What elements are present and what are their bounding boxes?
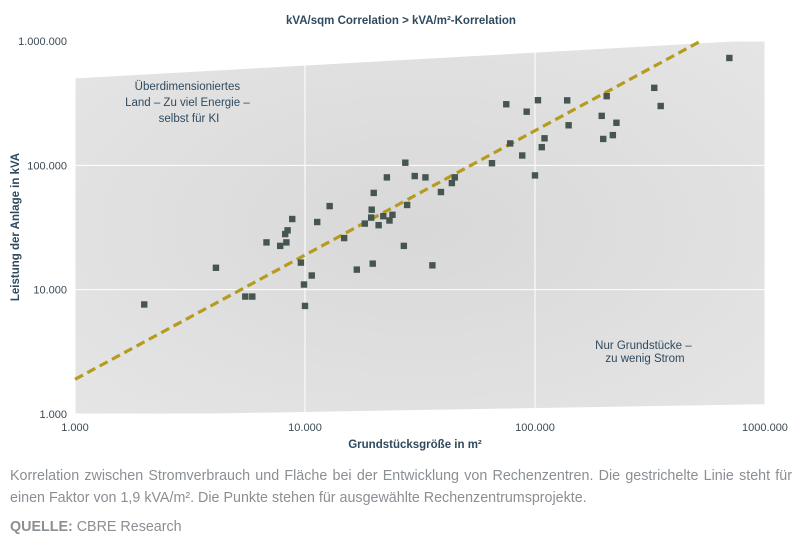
y-axis-ticks: 1.000 10.000 100.000 1.000.000 xyxy=(18,36,67,421)
data-point xyxy=(249,293,256,300)
data-point xyxy=(503,101,510,108)
data-point xyxy=(301,302,309,310)
data-point xyxy=(340,234,348,242)
scatter-chart: kVA/sqm Correlation > kVA/m²-Korrelation… xyxy=(10,15,788,451)
data-point xyxy=(411,172,418,180)
data-point xyxy=(519,152,526,159)
data-point xyxy=(531,172,539,179)
chart-title: kVA/sqm Correlation > kVA/m²-Korrelation xyxy=(286,15,516,27)
y-tick-label: 1.000.000 xyxy=(18,36,67,48)
data-point xyxy=(368,206,375,213)
data-point xyxy=(429,262,436,269)
x-axis-label: Grundstücksgröße in m² xyxy=(348,439,482,451)
x-tick-label: 100.000 xyxy=(515,422,555,434)
data-point xyxy=(308,272,315,279)
chart-caption: Korrelation zwischen Stromverbrauch und … xyxy=(10,468,792,506)
data-point xyxy=(297,259,305,266)
data-point xyxy=(538,143,545,151)
source-note: QUELLE: CBRE Research xyxy=(10,519,182,535)
data-point xyxy=(422,174,429,181)
data-point xyxy=(380,212,387,220)
data-point xyxy=(276,242,284,250)
x-tick-label: 10.000 xyxy=(288,422,322,434)
data-point xyxy=(353,266,361,273)
source-label: QUELLE: xyxy=(10,519,73,535)
data-point xyxy=(284,227,291,234)
data-point xyxy=(448,179,456,187)
data-point xyxy=(488,160,496,167)
annotation-too-little-power: Nur Grundstücke – zu wenig Strom xyxy=(595,340,695,365)
data-point xyxy=(212,264,220,271)
data-point xyxy=(402,159,409,166)
data-point xyxy=(281,230,289,238)
data-point xyxy=(506,140,514,147)
data-point xyxy=(386,217,393,224)
x-tick-label: 1000.000 xyxy=(742,422,788,434)
data-point xyxy=(613,119,620,126)
data-point xyxy=(403,201,411,209)
y-tick-label: 10.000 xyxy=(33,285,67,297)
data-point xyxy=(326,202,333,210)
gridlines xyxy=(74,40,766,415)
trend-line xyxy=(74,39,702,381)
data-point xyxy=(283,239,290,246)
data-point xyxy=(242,293,249,300)
data-point xyxy=(300,281,308,288)
data-point xyxy=(383,174,391,181)
data-points xyxy=(141,54,733,310)
data-point xyxy=(389,211,396,219)
data-point xyxy=(370,189,377,197)
data-point xyxy=(369,260,376,267)
correlation-band xyxy=(75,41,765,414)
y-tick-label: 100.000 xyxy=(27,160,67,172)
y-axis-label: Leistung der Anlage in kVA xyxy=(10,153,22,301)
x-tick-label: 1.000 xyxy=(61,422,89,434)
source-text: CBRE Research xyxy=(72,519,182,535)
data-point xyxy=(600,135,607,143)
data-point xyxy=(563,97,571,104)
data-point xyxy=(534,97,542,104)
data-point xyxy=(657,102,664,110)
data-point xyxy=(289,215,296,223)
data-point xyxy=(437,188,445,196)
data-point xyxy=(141,301,148,308)
data-point xyxy=(361,220,369,227)
x-axis-ticks: 1.000 10.000 100.000 1000.000 xyxy=(61,422,788,434)
data-point xyxy=(565,122,572,129)
data-point xyxy=(314,218,321,226)
data-point xyxy=(609,131,617,139)
data-point xyxy=(451,174,458,181)
y-tick-label: 1.000 xyxy=(39,409,67,421)
data-point xyxy=(523,108,530,115)
data-point xyxy=(375,221,382,229)
data-point xyxy=(400,242,408,250)
annotation-oversized-land: Überdimensioniertes Land – Zu viel Energ… xyxy=(125,81,253,125)
data-point xyxy=(541,135,548,142)
data-point xyxy=(598,112,605,120)
data-point xyxy=(603,92,610,100)
data-point xyxy=(367,214,375,221)
data-point xyxy=(651,84,658,92)
data-point xyxy=(263,239,270,246)
data-point xyxy=(726,54,733,62)
